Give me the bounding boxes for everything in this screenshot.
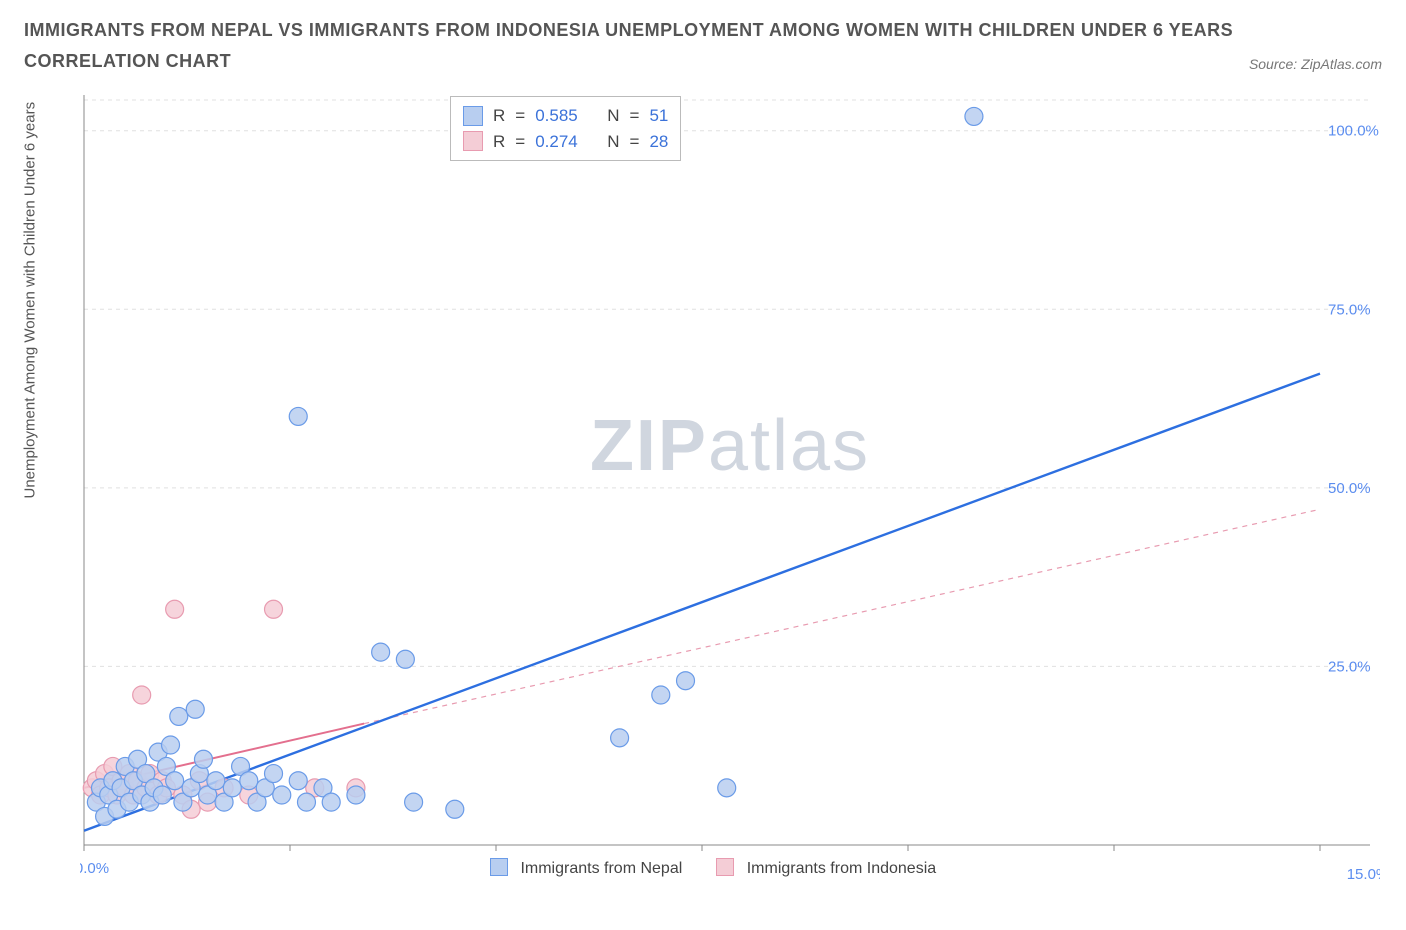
scatter-plot: 25.0% 50.0% 75.0% 100.0% 0.0% 15.0% ZIPatlas I…	[80, 90, 1380, 880]
corr-row-nepal: R = 0.585 N = 51	[463, 103, 668, 129]
svg-text:ZIPatlas: ZIPatlas	[590, 406, 870, 486]
legend-label-indonesia: Immigrants from Indonesia	[747, 860, 936, 877]
legend-item-nepal: Immigrants from Nepal	[490, 858, 682, 878]
title-line1: IMMIGRANTS FROM NEPAL VS IMMIGRANTS FROM…	[24, 20, 1382, 41]
chart-container: Unemployment Among Women with Children U…	[50, 90, 1380, 880]
svg-text:50.0%: 50.0%	[1328, 480, 1371, 497]
legend-swatch-indonesia	[716, 858, 734, 876]
corr-swatch-indonesia	[463, 131, 483, 151]
svg-text:15.0%: 15.0%	[1347, 866, 1380, 880]
eq: =	[515, 129, 525, 155]
N-label: N	[607, 103, 619, 129]
N-nepal: 51	[649, 103, 668, 129]
N-indonesia: 28	[649, 129, 668, 155]
svg-text:25.0%: 25.0%	[1328, 658, 1371, 675]
eq: =	[630, 103, 640, 129]
title-line2: CORRELATION CHART	[24, 51, 231, 72]
corr-row-indonesia: R = 0.274 N = 28	[463, 129, 668, 155]
R-label: R	[493, 129, 505, 155]
y-axis-label: Unemployment Among Women with Children U…	[22, 102, 39, 499]
legend-swatch-nepal	[490, 858, 508, 876]
bottom-legend: Immigrants from Nepal Immigrants from In…	[490, 858, 936, 878]
svg-text:75.0%: 75.0%	[1328, 301, 1371, 318]
R-label: R	[493, 103, 505, 129]
svg-text:0.0%: 0.0%	[80, 860, 109, 877]
eq: =	[630, 129, 640, 155]
source-label: Source: ZipAtlas.com	[1249, 56, 1382, 72]
correlation-legend: R = 0.585 N = 51 R = 0.274 N = 28	[450, 96, 681, 161]
eq: =	[515, 103, 525, 129]
legend-item-indonesia: Immigrants from Indonesia	[716, 858, 936, 878]
R-nepal: 0.585	[535, 103, 578, 129]
legend-label-nepal: Immigrants from Nepal	[520, 860, 682, 877]
corr-swatch-nepal	[463, 106, 483, 126]
plot-svg: 25.0% 50.0% 75.0% 100.0% 0.0% 15.0% ZIPatlas	[80, 90, 1380, 880]
N-label: N	[607, 129, 619, 155]
R-indonesia: 0.274	[535, 129, 578, 155]
svg-text:100.0%: 100.0%	[1328, 123, 1379, 140]
